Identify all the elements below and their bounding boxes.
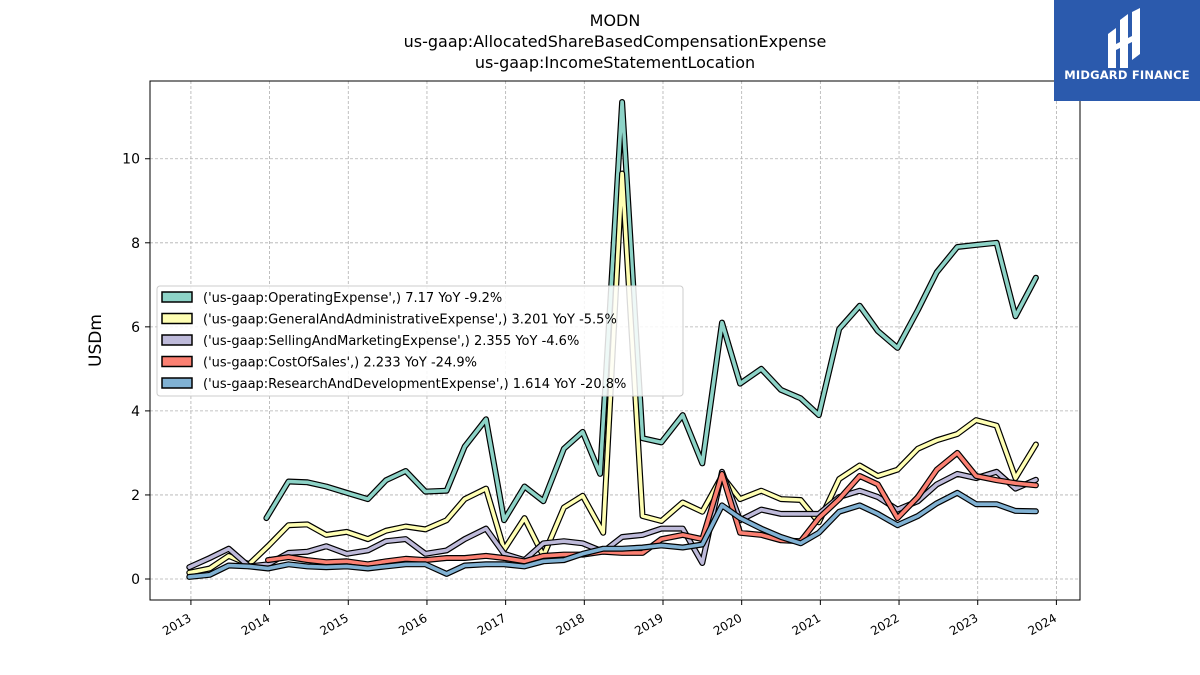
legend-box: [156, 285, 684, 397]
legend: ('us-gaap:OperatingExpense',) 7.17 YoY -…: [156, 285, 684, 397]
chart-title: MODN us-gaap:AllocatedShareBasedCompensat…: [404, 11, 827, 72]
x-tick-label: 2024: [1026, 611, 1059, 638]
x-tick-label: 2013: [160, 611, 193, 638]
x-tick-label: 2014: [239, 611, 272, 638]
x-tick-label: 2015: [318, 611, 351, 638]
x-tick-label: 2020: [711, 611, 744, 638]
y-tick-label: 8: [131, 236, 140, 252]
plot-frame: [149, 80, 1081, 601]
legend-swatch: [161, 291, 193, 303]
x-tick-label: 2019: [632, 611, 665, 638]
logo-text: MIDGARD FINANCE: [1064, 68, 1190, 82]
chart-title-line: us-gaap:IncomeStatementLocation: [475, 53, 755, 72]
legend-entry: ('us-gaap:OperatingExpense',) 7.17 YoY -…: [203, 291, 502, 306]
y-tick-label: 6: [131, 320, 140, 336]
y-tick-label: 4: [131, 404, 140, 420]
y-axis-ticks: 0 2 4 6 8 10: [122, 152, 150, 588]
legend-swatch: [161, 334, 193, 346]
chart-title-line: us-gaap:AllocatedShareBasedCompensationE…: [404, 32, 827, 51]
x-tick-label: 2021: [790, 611, 823, 638]
chart-title-line: MODN: [590, 11, 641, 30]
series-line: [264, 100, 1038, 523]
legend-swatch: [161, 377, 193, 389]
x-tick-label: 2022: [868, 611, 901, 638]
legend-entry: ('us-gaap:SellingAndMarketingExpense',) …: [203, 334, 579, 349]
legend-swatch: [161, 355, 193, 368]
x-tick-label: 2016: [396, 611, 429, 638]
x-tick-label: 2023: [947, 611, 980, 638]
legend-entry: ('us-gaap:GeneralAndAdministrativeExpens…: [203, 313, 617, 328]
midgard-logo-icon: [1108, 8, 1140, 68]
brand-logo: MIDGARD FINANCE: [1054, 0, 1200, 101]
series-line: [187, 490, 1038, 579]
x-axis-ticks: 2013 2014 2015 2016 2017 2018 2019 2020 2021 2022…: [160, 600, 1059, 638]
legend-swatch: [161, 312, 193, 325]
x-tick-label: 2018: [554, 611, 587, 638]
legend-entry: ('us-gaap:CostOfSales',) 2.233 YoY -24.9…: [203, 356, 477, 371]
x-tick-label: 2017: [475, 611, 508, 638]
y-axis-label: USDm: [86, 314, 106, 367]
legend-entry: ('us-gaap:ResearchAndDevelopmentExpense'…: [203, 377, 626, 392]
y-tick-label: 10: [122, 152, 140, 168]
y-tick-label: 0: [131, 572, 140, 588]
y-tick-label: 2: [131, 488, 140, 504]
